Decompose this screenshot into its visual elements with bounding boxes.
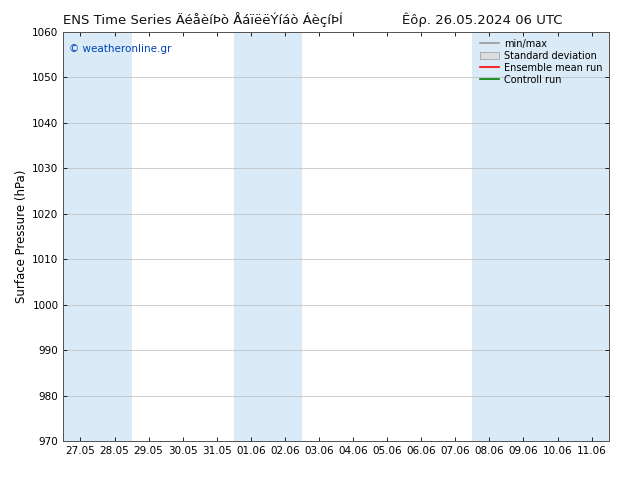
Text: © weatheronline.gr: © weatheronline.gr	[69, 44, 171, 54]
Text: Êôρ. 26.05.2024 06 UTC: Êôρ. 26.05.2024 06 UTC	[401, 12, 562, 27]
Text: ENS Time Series ÄéåèíÞò ÅáïëëÝíáò ÁèçíÞÍ: ENS Time Series ÄéåèíÞò ÅáïëëÝíáò ÁèçíÞÍ	[63, 12, 343, 27]
Bar	[472, 32, 609, 441]
Y-axis label: Surface Pressure (hPa): Surface Pressure (hPa)	[15, 170, 28, 303]
Bar	[234, 32, 302, 441]
Bar	[63, 32, 132, 441]
Legend: min/max, Standard deviation, Ensemble mean run, Controll run: min/max, Standard deviation, Ensemble me…	[480, 39, 603, 85]
